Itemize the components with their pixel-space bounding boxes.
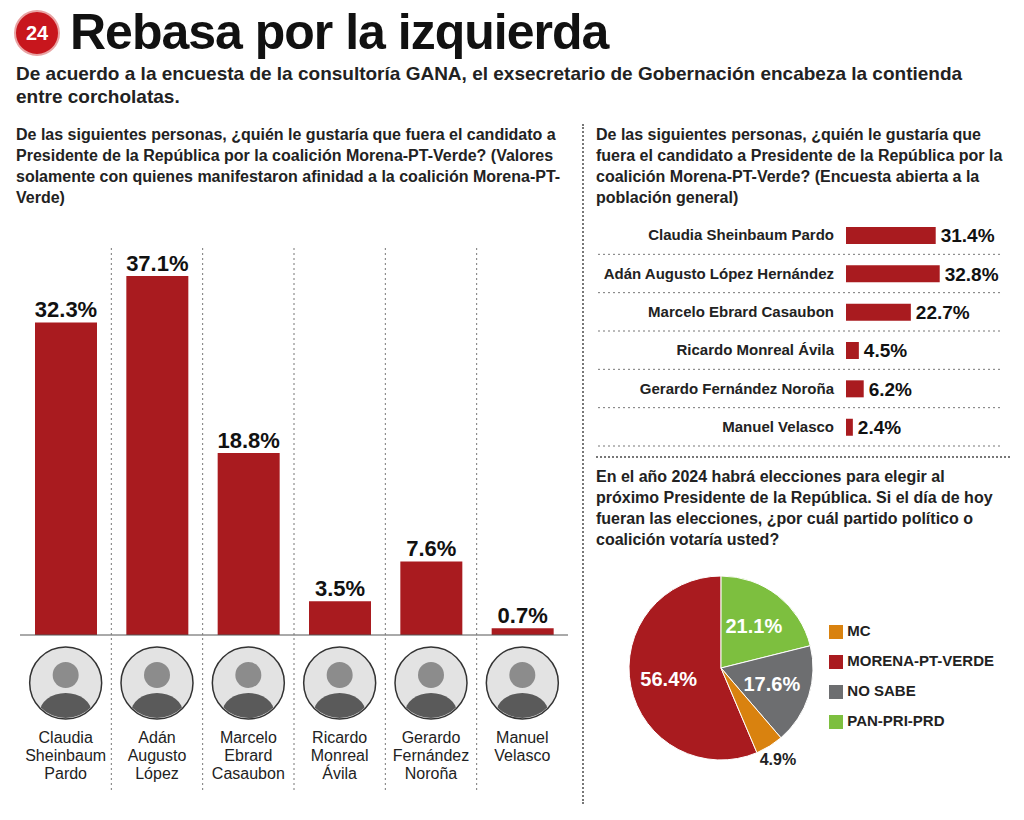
svg-text:3.5%: 3.5% — [315, 576, 365, 601]
svg-text:7.6%: 7.6% — [406, 536, 456, 561]
svg-text:31.4%: 31.4% — [941, 225, 995, 246]
svg-text:Adán Augusto López Hernández: Adán Augusto López Hernández — [604, 265, 834, 282]
svg-text:ClaudiaSheinbaumPardo: ClaudiaSheinbaumPardo — [25, 729, 106, 782]
svg-text:18.8%: 18.8% — [217, 428, 279, 453]
svg-text:Claudia Sheinbaum Pardo: Claudia Sheinbaum Pardo — [648, 226, 834, 243]
html-text:En el año 2024 habrá eleccione: En el año 2024 habrá elecciones para ele… — [596, 468, 993, 548]
svg-text:4.5%: 4.5% — [864, 340, 907, 361]
svg-text:32.3%: 32.3% — [35, 297, 97, 322]
svg-text:37.1%: 37.1% — [126, 251, 188, 276]
svg-text:Manuel Velasco: Manuel Velasco — [722, 418, 834, 435]
svg-text:AdánAugustoLópez: AdánAugustoLópez — [128, 729, 187, 782]
svg-text:ManuelVelasco: ManuelVelasco — [494, 729, 550, 764]
html-text:De las siguientes personas, ¿q: De las siguientes personas, ¿quién le gu… — [596, 126, 1003, 206]
svg-text:22.7%: 22.7% — [916, 302, 970, 323]
svg-text:56.4%: 56.4% — [640, 668, 697, 690]
svg-text:4.9%: 4.9% — [760, 751, 796, 768]
svg-text:Marcelo Ebrard Casaubon: Marcelo Ebrard Casaubon — [648, 303, 834, 320]
svg-text:6.2%: 6.2% — [869, 379, 912, 400]
svg-text:MarceloEbrardCasaubon: MarceloEbrardCasaubon — [212, 729, 285, 782]
html-text:De las siguientes personas, ¿q: De las siguientes personas, ¿quién le gu… — [16, 126, 561, 206]
html-text:24: 24 — [25, 22, 49, 44]
html-text:PAN-PRI-PRD: PAN-PRI-PRD — [847, 712, 945, 729]
html-text:Rebasa por la izquierda: Rebasa por la izquierda — [70, 4, 609, 60]
svg-text:21.1%: 21.1% — [726, 615, 783, 637]
svg-text:17.6%: 17.6% — [743, 673, 800, 695]
svg-text:2.4%: 2.4% — [858, 417, 901, 438]
html-text:MC: MC — [847, 622, 871, 639]
svg-text:0.7%: 0.7% — [498, 603, 548, 628]
svg-text:32.8%: 32.8% — [945, 264, 999, 285]
svg-text:GerardoFernándezNoroña: GerardoFernándezNoroña — [393, 729, 470, 782]
html-text:MORENA-PT-VERDE: MORENA-PT-VERDE — [847, 652, 994, 669]
html-text:NO SABE: NO SABE — [847, 682, 916, 699]
svg-text:Gerardo Fernández Noroña: Gerardo Fernández Noroña — [640, 380, 835, 397]
svg-text:RicardoMonrealÁvila: RicardoMonrealÁvila — [311, 729, 369, 782]
svg-text:Ricardo Monreal Ávila: Ricardo Monreal Ávila — [676, 341, 834, 358]
html-text:De acuerdo a la encuesta de la: De acuerdo a la encuesta de la consultor… — [16, 63, 963, 107]
